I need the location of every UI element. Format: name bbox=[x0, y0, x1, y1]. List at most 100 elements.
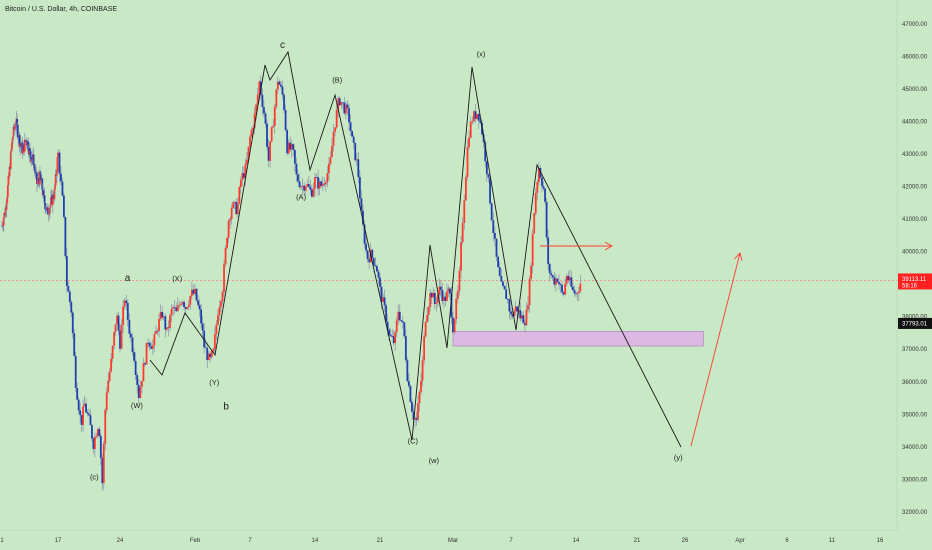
candle-body bbox=[531, 233, 534, 266]
candle-body bbox=[213, 334, 216, 349]
candle-body bbox=[337, 98, 340, 110]
candle-body bbox=[403, 322, 406, 337]
candles-layer bbox=[1, 75, 582, 491]
candle-body bbox=[15, 124, 17, 128]
candle-body bbox=[187, 304, 190, 308]
candle-body bbox=[328, 163, 330, 174]
candle-body bbox=[102, 443, 105, 484]
candle-body bbox=[444, 296, 447, 301]
candle-body bbox=[239, 179, 242, 187]
candle-body bbox=[335, 109, 338, 128]
candle-body bbox=[209, 353, 212, 358]
candle-body bbox=[306, 184, 309, 187]
candle-body bbox=[73, 333, 76, 356]
candle-body bbox=[534, 192, 537, 214]
time-tick-label: 6 bbox=[785, 538, 789, 544]
candle-body bbox=[53, 189, 56, 199]
candle-body bbox=[264, 113, 267, 124]
candle-body bbox=[221, 292, 224, 302]
candle-body bbox=[354, 142, 357, 161]
candle-body bbox=[522, 315, 525, 324]
candle-body bbox=[47, 207, 49, 215]
candle-body bbox=[92, 438, 95, 450]
candle-body bbox=[460, 242, 462, 271]
candle-body bbox=[377, 271, 380, 278]
candle-body bbox=[37, 177, 40, 181]
candle-body bbox=[452, 317, 454, 333]
candle-body bbox=[71, 312, 74, 334]
candle-body bbox=[133, 352, 135, 361]
candle-body bbox=[570, 277, 573, 287]
candle-body bbox=[464, 176, 467, 201]
candle-body bbox=[30, 159, 33, 162]
candle-body bbox=[74, 355, 77, 388]
candle-body bbox=[412, 411, 415, 420]
candle-body bbox=[547, 237, 550, 264]
wave-labels-layer: c (B) (A) a (X) (W) (Y) b (c) (C) (w) (x) (y) bbox=[90, 40, 683, 481]
price-tick-label: 43000.00 bbox=[902, 152, 928, 158]
candle-body bbox=[111, 345, 114, 359]
candle-body bbox=[16, 118, 19, 125]
candle-body bbox=[565, 275, 568, 284]
candle-body bbox=[164, 316, 167, 330]
candle-body bbox=[286, 130, 289, 154]
candle-body bbox=[297, 174, 299, 182]
wave-count-line[interactable] bbox=[149, 50, 682, 448]
time-tick-label: 21 bbox=[377, 538, 384, 544]
wave-label: (y) bbox=[674, 453, 683, 462]
candle-body bbox=[272, 125, 275, 128]
candle-body bbox=[541, 177, 543, 187]
candle-body bbox=[197, 300, 199, 305]
candle-body bbox=[536, 182, 539, 193]
candle-body bbox=[415, 417, 418, 420]
candle-body bbox=[36, 173, 38, 184]
candle-body bbox=[246, 159, 248, 164]
candle-body bbox=[98, 429, 101, 436]
candle-body bbox=[278, 81, 281, 85]
candle-body bbox=[556, 278, 559, 283]
candle-body bbox=[386, 321, 389, 330]
candle-body bbox=[201, 323, 204, 331]
candle-body bbox=[492, 220, 495, 234]
candle-body bbox=[307, 184, 310, 187]
candle-body bbox=[32, 154, 35, 166]
wave-lines-layer bbox=[149, 50, 743, 448]
candle-body bbox=[233, 202, 236, 203]
candle-body bbox=[3, 212, 6, 219]
candle-body bbox=[108, 371, 111, 381]
candle-body bbox=[395, 320, 398, 333]
candle-body bbox=[144, 363, 146, 365]
candle-body bbox=[99, 435, 102, 459]
arrow-head-icon bbox=[734, 252, 743, 261]
candle-body bbox=[539, 168, 542, 178]
time-axis[interactable]: 1 17 24 Feb 7 14 21 Mar 7 14 21 26 Apr 6 11 16 bbox=[0, 529, 897, 544]
candle-body bbox=[39, 171, 41, 185]
candle-body bbox=[318, 181, 321, 189]
candle-body bbox=[105, 392, 108, 410]
candle-body bbox=[101, 458, 104, 484]
candle-body bbox=[435, 302, 438, 304]
price-axis[interactable]: 47000.00 46000.00 45000.00 44000.00 43000.00… bbox=[898, 22, 932, 516]
candle-body bbox=[39, 171, 42, 175]
candle-body bbox=[289, 142, 292, 150]
candle-body bbox=[469, 121, 472, 138]
candle-body bbox=[572, 286, 574, 290]
support-zone[interactable] bbox=[452, 331, 704, 347]
candle-body bbox=[119, 330, 121, 349]
candle-body bbox=[256, 94, 259, 105]
candle-body bbox=[513, 311, 515, 317]
candle-body bbox=[280, 84, 282, 87]
candle-body bbox=[19, 143, 21, 148]
candle-body bbox=[5, 203, 8, 210]
candle-body bbox=[383, 297, 386, 306]
candle-body bbox=[46, 207, 48, 211]
candle-body bbox=[207, 353, 210, 361]
candle-body bbox=[123, 300, 126, 307]
candle-body bbox=[8, 166, 11, 177]
candle-body bbox=[537, 168, 540, 183]
wave-label: (C) bbox=[408, 437, 419, 446]
projection-arrow-line[interactable] bbox=[690, 252, 741, 447]
candle-body bbox=[267, 146, 270, 161]
candle-body bbox=[545, 201, 548, 238]
